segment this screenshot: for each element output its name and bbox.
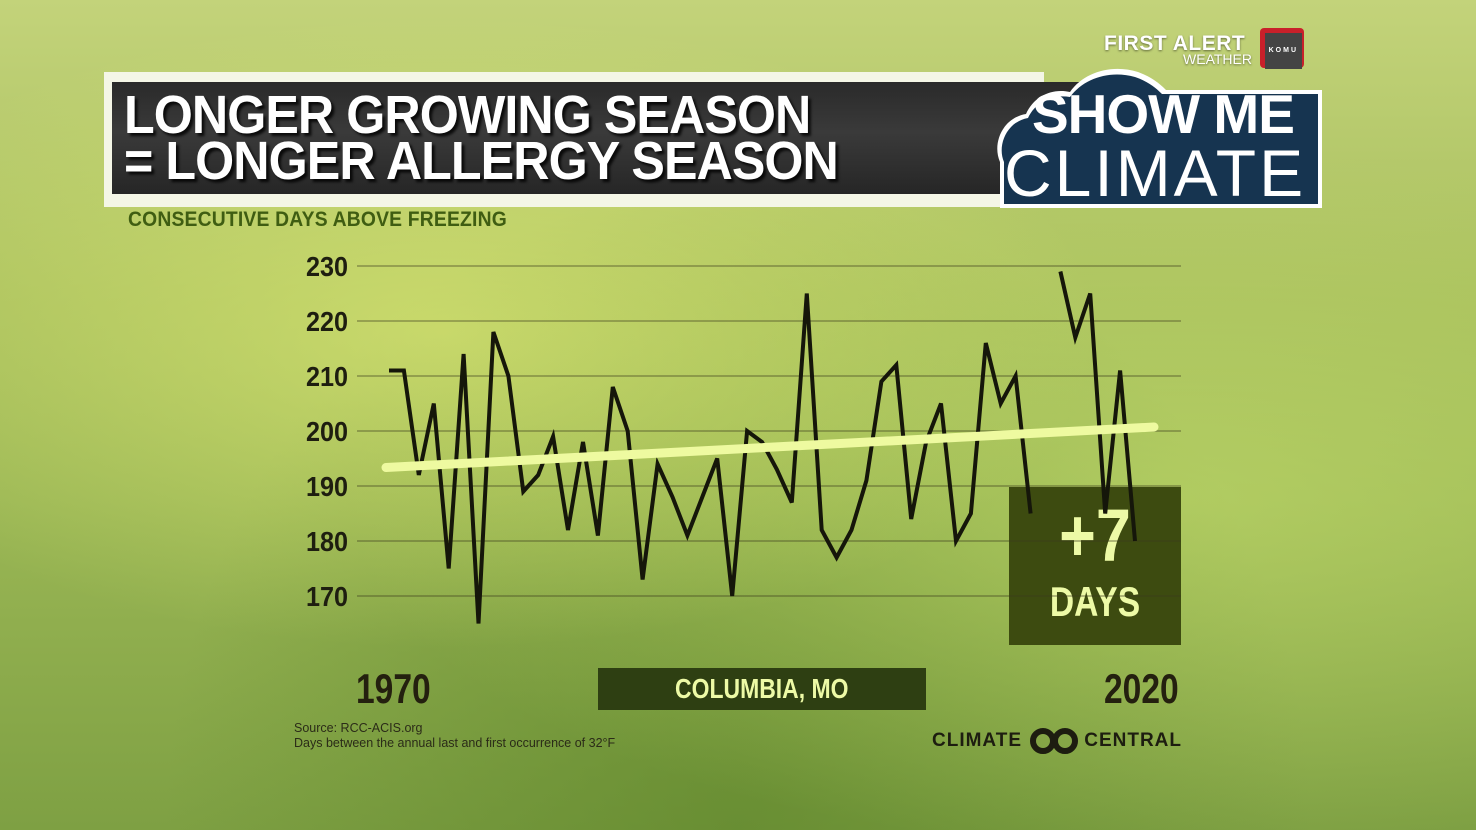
channel-8-logo-icon: 8 KOMU	[1260, 28, 1304, 69]
segment-title-line-1: SHOW ME	[1032, 83, 1295, 145]
y-tick-label: 210	[305, 361, 348, 392]
station-logo: FIRST ALERT WEATHER 8 KOMU	[1104, 28, 1304, 72]
headline-line-2: = LONGER ALLERGY SEASON	[124, 131, 839, 191]
station-subname: WEATHER	[1183, 51, 1252, 67]
trend-line	[381, 422, 1159, 472]
cloud-badge-icon	[997, 68, 1322, 208]
station-name: FIRST ALERT	[1104, 32, 1246, 55]
credit-left: CLIMATE	[932, 730, 1023, 751]
trend-callout: +7 DAYS	[1009, 487, 1181, 645]
call-letters: KOMU	[1264, 33, 1302, 69]
climate-central-logo: CLIMATE CENTRAL	[932, 728, 1182, 754]
linked-circles-icon	[1030, 728, 1078, 754]
y-tick-label: 180	[305, 526, 348, 557]
y-tick-label: 170	[305, 581, 348, 612]
y-tick-label: 220	[305, 306, 348, 337]
y-tick-label: 190	[305, 471, 348, 502]
trend-value: +7	[1059, 494, 1131, 577]
y-tick-label: 200	[305, 416, 348, 447]
segment-title-line-2: CLIMATE	[1004, 136, 1307, 210]
chart-title: CONSECUTIVE DAYS ABOVE FREEZING	[128, 208, 507, 231]
location-label: COLUMBIA, MO	[598, 668, 926, 710]
x-axis-start-label: 1970	[356, 665, 431, 712]
y-tick-label: 230	[305, 251, 348, 282]
credit-right: CENTRAL	[1084, 730, 1182, 751]
x-axis-end-label: 2020	[1104, 665, 1179, 712]
trend-unit: DAYS	[1049, 578, 1141, 625]
headline-line-1: LONGER GROWING SEASON	[124, 85, 811, 145]
source-note: Source: RCC-ACIS.org Days between the an…	[294, 721, 615, 751]
source-text: Source: RCC-ACIS.org	[294, 721, 423, 735]
definition-text: Days between the annual last and first o…	[294, 736, 616, 750]
title-banner	[112, 82, 1112, 194]
location-text: COLUMBIA, MO	[675, 673, 849, 704]
data-series-line	[1058, 271, 1137, 542]
data-series-line	[389, 293, 1033, 624]
